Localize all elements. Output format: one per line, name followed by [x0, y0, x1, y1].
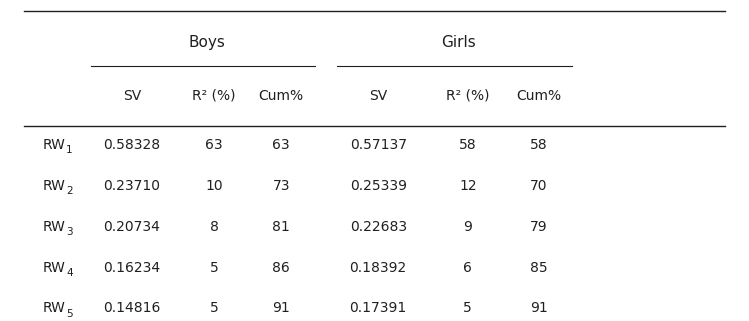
Text: 0.16234: 0.16234	[103, 261, 160, 274]
Text: 4: 4	[67, 268, 73, 278]
Text: Boys: Boys	[188, 35, 225, 50]
Text: 0.57137: 0.57137	[350, 138, 407, 152]
Text: 58: 58	[530, 138, 548, 152]
Text: R² (%): R² (%)	[192, 89, 236, 103]
Text: 81: 81	[273, 220, 290, 234]
Text: 70: 70	[530, 178, 548, 193]
Text: 5: 5	[67, 309, 73, 319]
Text: 0.22683: 0.22683	[350, 220, 407, 234]
Text: 0.25339: 0.25339	[350, 178, 407, 193]
Text: 86: 86	[273, 261, 290, 274]
Text: 9: 9	[464, 220, 472, 234]
Text: RW: RW	[43, 178, 65, 193]
Text: 5: 5	[210, 301, 219, 316]
Text: 8: 8	[210, 220, 219, 234]
Text: RW: RW	[43, 301, 65, 316]
Text: RW: RW	[43, 261, 65, 274]
Text: 5: 5	[464, 301, 472, 316]
Text: 63: 63	[205, 138, 223, 152]
Text: 91: 91	[530, 301, 548, 316]
Text: SV: SV	[369, 89, 387, 103]
Text: Cum%: Cum%	[516, 89, 561, 103]
Text: 79: 79	[530, 220, 548, 234]
Text: 0.14816: 0.14816	[103, 301, 161, 316]
Text: 91: 91	[273, 301, 290, 316]
Text: 2: 2	[67, 186, 73, 196]
Text: 0.58328: 0.58328	[103, 138, 160, 152]
Text: 85: 85	[530, 261, 548, 274]
Text: 0.23710: 0.23710	[103, 178, 160, 193]
Text: 3: 3	[67, 227, 73, 237]
Text: 0.17391: 0.17391	[350, 301, 407, 316]
Text: 10: 10	[205, 178, 223, 193]
Text: 5: 5	[210, 261, 219, 274]
Text: 73: 73	[273, 178, 290, 193]
Text: Cum%: Cum%	[258, 89, 304, 103]
Text: 0.18392: 0.18392	[350, 261, 407, 274]
Text: 6: 6	[464, 261, 472, 274]
Text: 58: 58	[459, 138, 476, 152]
Text: 12: 12	[459, 178, 476, 193]
Text: RW: RW	[43, 220, 65, 234]
Text: RW: RW	[43, 138, 65, 152]
Text: 1: 1	[67, 145, 73, 155]
Text: R² (%): R² (%)	[446, 89, 490, 103]
Text: 63: 63	[273, 138, 290, 152]
Text: 0.20734: 0.20734	[103, 220, 160, 234]
Text: SV: SV	[123, 89, 141, 103]
Text: Girls: Girls	[441, 35, 476, 50]
